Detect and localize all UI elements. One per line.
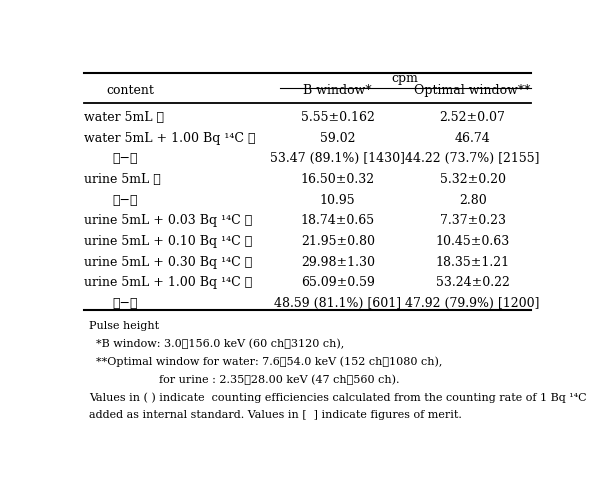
Text: 7.37±0.23: 7.37±0.23 — [440, 215, 506, 228]
Text: B window*: B window* — [304, 84, 372, 97]
Text: 47.92 (79.9%) [1200]: 47.92 (79.9%) [1200] — [406, 297, 540, 310]
Text: urine 5mL + 0.30 Bq ¹⁴C ⑥: urine 5mL + 0.30 Bq ¹⁴C ⑥ — [84, 256, 253, 269]
Text: 46.74: 46.74 — [455, 132, 490, 145]
Text: 44.22 (73.7%) [2155]: 44.22 (73.7%) [2155] — [406, 152, 540, 165]
Text: 48.59 (81.1%) [601]: 48.59 (81.1%) [601] — [274, 297, 401, 310]
Text: **Optimal window for water: 7.6～54.0 keV (152 ch～1080 ch),: **Optimal window for water: 7.6～54.0 keV… — [89, 356, 442, 367]
Text: 29.98±1.30: 29.98±1.30 — [301, 256, 375, 269]
Text: 2.52±0.07: 2.52±0.07 — [440, 111, 506, 124]
Text: 16.50±0.32: 16.50±0.32 — [301, 173, 375, 186]
Text: 53.24±0.22: 53.24±0.22 — [436, 276, 509, 289]
Text: 5.55±0.162: 5.55±0.162 — [301, 111, 374, 124]
Text: cpm: cpm — [392, 72, 419, 85]
Text: 59.02: 59.02 — [320, 132, 355, 145]
Text: for urine : 2.35～28.00 keV (47 ch～560 ch).: for urine : 2.35～28.00 keV (47 ch～560 ch… — [89, 374, 400, 385]
Text: urine 5mL ③: urine 5mL ③ — [84, 173, 161, 186]
Text: Pulse height: Pulse height — [89, 321, 159, 331]
Text: 10.45±0.63: 10.45±0.63 — [436, 235, 510, 248]
Text: 5.32±0.20: 5.32±0.20 — [440, 173, 506, 186]
Text: urine 5mL + 1.00 Bq ¹⁴C ⑦: urine 5mL + 1.00 Bq ¹⁴C ⑦ — [84, 276, 253, 289]
Text: content: content — [107, 84, 155, 97]
Text: water 5mL + 1.00 Bq ¹⁴C ②: water 5mL + 1.00 Bq ¹⁴C ② — [84, 132, 256, 145]
Text: 18.35±1.21: 18.35±1.21 — [436, 256, 509, 269]
Text: ⑦−③: ⑦−③ — [112, 297, 138, 310]
Text: 21.95±0.80: 21.95±0.80 — [301, 235, 375, 248]
Text: *B window: 3.0～156.0 keV (60 ch～3120 ch),: *B window: 3.0～156.0 keV (60 ch～3120 ch)… — [89, 339, 344, 350]
Text: urine 5mL + 0.03 Bq ¹⁴C ④: urine 5mL + 0.03 Bq ¹⁴C ④ — [84, 215, 253, 228]
Text: 53.47 (89.1%) [1430]: 53.47 (89.1%) [1430] — [270, 152, 405, 165]
Text: 10.95: 10.95 — [320, 194, 356, 207]
Text: ③−①: ③−① — [112, 194, 138, 207]
Text: added as internal standard. Values in [  ] indicate figures of merit.: added as internal standard. Values in [ … — [89, 410, 462, 420]
Text: ②−①: ②−① — [112, 152, 138, 165]
Text: 18.74±0.65: 18.74±0.65 — [301, 215, 375, 228]
Text: water 5mL ①: water 5mL ① — [84, 111, 164, 124]
Text: 65.09±0.59: 65.09±0.59 — [301, 276, 374, 289]
Text: Optimal window**: Optimal window** — [415, 84, 531, 97]
Text: 2.80: 2.80 — [459, 194, 487, 207]
Text: urine 5mL + 0.10 Bq ¹⁴C ⑤: urine 5mL + 0.10 Bq ¹⁴C ⑤ — [84, 235, 253, 248]
Text: Values in ( ) indicate  counting efficiencies calculated from the counting rate : Values in ( ) indicate counting efficien… — [89, 392, 587, 402]
